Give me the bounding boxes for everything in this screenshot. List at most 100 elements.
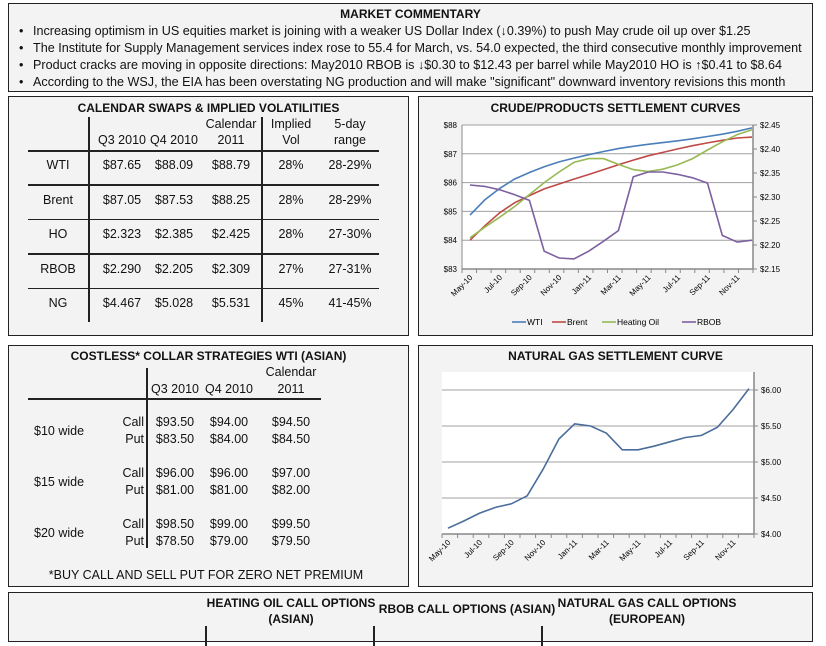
ng-options-title: NATURAL GAS CALL OPTIONS (EUROPEAN): [557, 596, 737, 626]
swaps-cell: 27-30%: [328, 227, 372, 241]
crude-chart-title: CRUDE/PRODUCTS SETTLEMENT CURVES: [490, 101, 741, 115]
swaps-row-label: RBOB: [40, 261, 76, 276]
divider: [146, 368, 148, 548]
y-tick-label-left: $87: [444, 150, 458, 159]
y-tick-label-right: $2.25: [760, 217, 781, 226]
crude-settlement-chart: $83 $84 $85 $86 $87 $88 $2.15 $2.20 $2.25 $2.30 $2…: [444, 121, 781, 327]
x-tick-label: Sep-10: [491, 538, 516, 563]
collar-strategies-panel: COSTLESS* COLLAR STRATEGIES WTI (ASIAN) …: [8, 345, 409, 587]
x-tick-label: Mar-11: [587, 538, 611, 562]
swaps-cell: $2.385: [154, 227, 194, 241]
swaps-header: Q4 2010: [150, 133, 198, 147]
swaps-header: 2011: [217, 133, 245, 147]
swaps-cell: 28%: [278, 227, 304, 241]
collar-put-strike: $81.00: [155, 483, 195, 497]
swaps-row-label: NG: [48, 296, 68, 310]
swaps-cell: $87.53: [154, 192, 194, 207]
x-tick-label: Jul-10: [482, 273, 504, 295]
y-tick-label-left: $84: [444, 236, 458, 245]
x-tick-label: Mar-11: [599, 273, 623, 297]
series-line-wti: [469, 127, 753, 216]
swaps-cell: $5.028: [154, 296, 194, 310]
swaps-cell: 45%: [278, 296, 304, 310]
ng-chart-panel: NATURAL GAS SETTLEMENT CURVE $4.00 $4.50 $…: [418, 345, 813, 587]
swaps-cell: 41-45%: [328, 296, 372, 310]
collar-put-strike: $81.00: [209, 483, 249, 497]
swaps-cell: $5.531: [211, 296, 251, 310]
swaps-cell: 28%: [278, 158, 304, 172]
collar-header: Q4 2010: [205, 382, 253, 396]
series-line-brent: [469, 136, 753, 241]
calendar-swaps-panel: CALENDAR SWAPS & IMPLIED VOLATILITIES Q3…: [8, 96, 409, 336]
y-tick-label-left: $83: [444, 265, 458, 274]
collar-call-strike: $99.50: [271, 517, 311, 531]
collar-call-strike: $94.00: [209, 415, 249, 429]
put-label: Put: [125, 483, 144, 497]
x-tick-label: Sep-10: [509, 273, 534, 298]
y-tick-label-left: $85: [444, 207, 458, 216]
collar-header: 2011: [277, 382, 305, 396]
rbob-options-title: RBOB CALL OPTIONS (ASIAN): [378, 602, 556, 616]
collar-width-label: $20 wide: [34, 526, 85, 540]
swaps-cell: $2.323: [102, 227, 142, 241]
x-tick-label: Jul-11: [661, 273, 683, 295]
commentary-list: Increasing optimism in US equities marke…: [19, 23, 802, 91]
legend-label: RBOB: [697, 317, 721, 327]
collar-put-strike: $84.50: [271, 432, 311, 446]
swaps-cell: $2.309: [211, 261, 251, 276]
x-tick-label: Nov-11: [717, 273, 742, 298]
commentary-bullet: Product cracks are moving in opposite di…: [19, 57, 802, 74]
ng-chart-title: NATURAL GAS SETTLEMENT CURVE: [508, 349, 723, 363]
collar-call-strike: $99.00: [209, 517, 249, 531]
swaps-cell: 28%: [278, 192, 304, 207]
commentary-bullet: Increasing optimism in US equities marke…: [19, 23, 802, 40]
collar-header: Calendar: [265, 365, 317, 379]
commentary-bullet: According to the WSJ, the EIA has been o…: [19, 74, 802, 91]
swaps-row-label: Brent: [43, 192, 73, 207]
divider: [28, 398, 321, 400]
swaps-header: Implied: [270, 117, 312, 131]
divider: [28, 150, 379, 152]
commentary-bullet: The Institute for Supply Management serv…: [19, 40, 802, 57]
x-tick-label: May-11: [628, 273, 653, 298]
swaps-cell: 28-29%: [328, 192, 372, 207]
swaps-cell: 27-31%: [328, 261, 372, 276]
x-tick-label: Sep-11: [682, 538, 707, 563]
legend-label: Brent: [567, 317, 588, 327]
y-tick-label-right: $6.00: [761, 386, 782, 395]
x-tick-label: Jan-11: [556, 538, 580, 562]
collar-header: Q3 2010: [151, 382, 199, 396]
commentary-title: MARKET COMMENTARY: [340, 7, 481, 21]
call-label: Call: [122, 517, 144, 531]
y-tick-label-right: $4.50: [761, 494, 782, 503]
series-line-ng: [447, 388, 750, 529]
swaps-cell: 28-29%: [328, 158, 372, 172]
collar-width-label: $10 wide: [34, 424, 85, 438]
collar-footnote: *BUY CALL AND SELL PUT FOR ZERO NET PREM…: [48, 568, 364, 582]
put-label: Put: [125, 534, 144, 548]
x-tick-label: Nov-11: [713, 538, 738, 563]
crude-chart-panel: CRUDE/PRODUCTS SETTLEMENT CURVES $83 $84 $…: [418, 96, 813, 336]
x-tick-label: Jul-11: [653, 538, 675, 560]
call-options-panel: HEATING OIL CALL OPTIONS (ASIAN) RBOB CA…: [8, 592, 813, 646]
collar-call-strike: $94.50: [271, 415, 311, 429]
swaps-cell: $87.05: [102, 192, 142, 207]
swaps-cell: $87.65: [102, 158, 142, 172]
swaps-title: CALENDAR SWAPS & IMPLIED VOLATILITIES: [77, 101, 340, 115]
x-tick-label: May-10: [427, 538, 453, 564]
collar-call-strike: $96.00: [155, 466, 195, 480]
collar-put-strike: $78.50: [155, 534, 195, 548]
divider: [541, 626, 543, 646]
collar-call-strike: $96.00: [209, 466, 249, 480]
swaps-cell: $88.25: [211, 192, 251, 207]
swaps-cell: $2.290: [102, 261, 142, 276]
y-tick-label-left: $88: [444, 121, 458, 130]
legend-label: Heating Oil: [617, 317, 659, 327]
swaps-cell: $88.09: [154, 158, 194, 172]
collar-call-strike: $97.00: [271, 466, 311, 480]
divider: [205, 626, 207, 646]
call-label: Call: [122, 466, 144, 480]
y-tick-label-left: $86: [444, 179, 458, 188]
swaps-header: Calendar: [205, 117, 257, 131]
x-tick-label: May-11: [618, 538, 643, 563]
